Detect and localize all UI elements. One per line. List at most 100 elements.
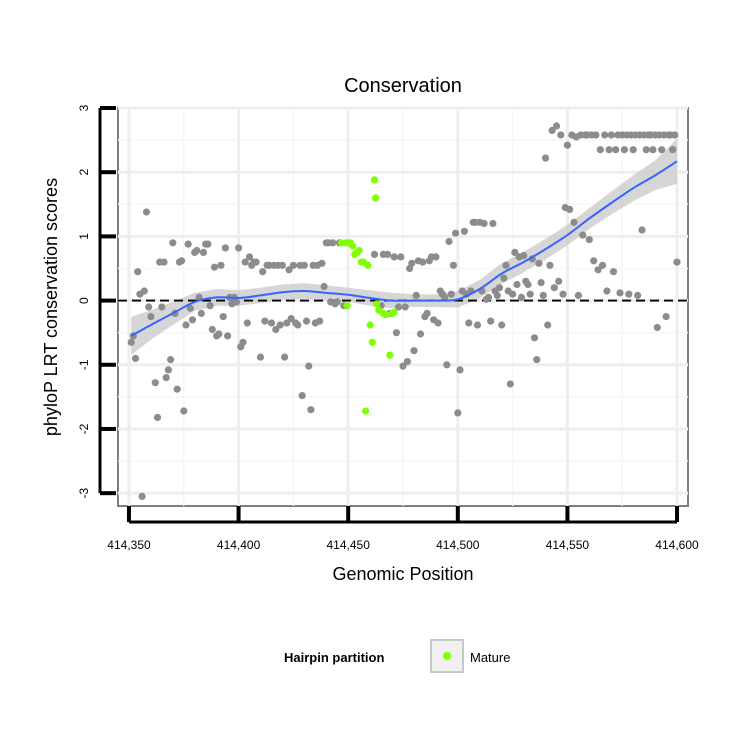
data-point-other — [592, 131, 600, 139]
data-point-other — [447, 290, 455, 298]
data-point-other — [456, 366, 464, 374]
data-point-other — [526, 290, 534, 298]
data-point-other — [138, 492, 146, 500]
data-point-other — [208, 325, 216, 334]
data-point-other — [537, 279, 545, 287]
data-point-other — [616, 289, 624, 297]
data-point-other — [241, 258, 249, 266]
data-point-other — [480, 219, 488, 228]
data-point-mature — [381, 311, 390, 319]
data-point-other — [193, 246, 201, 255]
data-point-other — [197, 309, 205, 317]
data-point-other — [579, 231, 587, 239]
data-point-other — [513, 280, 521, 289]
data-point-other — [245, 253, 254, 261]
y-tick-label: 3 — [77, 104, 91, 111]
data-point-mature — [372, 194, 380, 202]
data-point-other — [511, 248, 519, 256]
data-point-other — [432, 253, 440, 261]
data-point-other — [629, 146, 637, 154]
data-point-mature — [349, 242, 357, 250]
data-point-other — [535, 259, 543, 267]
data-point-other — [550, 284, 558, 292]
y-tick-label: 2 — [77, 169, 91, 176]
data-point-other — [134, 268, 142, 276]
data-point-mature — [366, 321, 374, 329]
data-point-other — [390, 253, 398, 261]
data-point-other — [184, 240, 192, 248]
data-point-other — [384, 250, 392, 258]
data-point-other — [140, 287, 148, 295]
data-point-other — [634, 291, 642, 299]
data-point-other — [502, 261, 510, 269]
data-point-other — [206, 302, 214, 310]
data-point-other — [131, 354, 140, 362]
data-point-mature — [370, 176, 379, 184]
data-point-other — [566, 205, 574, 213]
data-point-other — [333, 298, 341, 306]
data-point-other — [219, 313, 227, 321]
data-point-other — [603, 287, 611, 295]
y-tick-label: -2 — [77, 423, 91, 434]
data-point-other — [594, 266, 602, 274]
y-axis-title: phyloP LRT conservation scores — [41, 178, 61, 436]
data-point-mature — [364, 261, 372, 269]
data-point-other — [180, 407, 188, 415]
data-point-other — [590, 257, 598, 265]
data-point-mature — [373, 300, 381, 308]
data-point-other — [585, 236, 593, 244]
data-point-other — [520, 252, 528, 260]
data-point-other — [557, 131, 565, 139]
data-point-other — [642, 146, 650, 154]
data-point-other — [158, 303, 166, 311]
y-axis: -3 -2 -1 0 1 2 3 — [77, 104, 116, 499]
data-point-other — [669, 146, 677, 154]
data-point-mature — [368, 338, 376, 346]
chart-title: Conservation — [344, 75, 462, 97]
data-point-other — [147, 313, 155, 321]
data-point-other — [506, 380, 514, 388]
plot-panel — [117, 106, 689, 507]
data-point-other — [454, 409, 462, 417]
data-point-other — [188, 316, 197, 324]
data-point-other — [412, 291, 420, 299]
data-point-other — [552, 122, 561, 130]
data-point-other — [215, 330, 223, 338]
data-point-other — [530, 334, 539, 342]
data-point-other — [151, 379, 159, 387]
y-tick-label: 0 — [77, 297, 91, 304]
data-point-other — [508, 290, 517, 298]
data-point-other — [127, 338, 135, 346]
y-tick-label: 1 — [77, 233, 91, 240]
data-point-other — [142, 208, 151, 216]
data-point-other — [160, 258, 168, 266]
data-point-other — [489, 219, 497, 228]
data-point-other — [276, 321, 284, 329]
data-point-other — [473, 321, 482, 329]
data-point-other — [609, 268, 618, 276]
data-point-other — [267, 319, 276, 327]
x-tick-label: 414,350 — [107, 538, 151, 552]
data-point-other — [370, 250, 379, 258]
data-point-other — [307, 406, 315, 414]
data-point-other — [239, 338, 247, 346]
data-point-other — [596, 146, 604, 154]
data-point-other — [493, 291, 501, 299]
smooth-trend-line — [130, 160, 678, 337]
data-point-mature — [355, 246, 363, 255]
legend-key-mature-point — [443, 652, 451, 660]
data-point-other — [285, 266, 293, 274]
data-point-other — [574, 291, 583, 299]
data-point-other — [495, 284, 504, 292]
data-point-other — [300, 261, 308, 269]
data-point-other — [416, 330, 425, 338]
data-point-other — [252, 258, 260, 266]
legend-label-mature: Mature — [470, 650, 510, 665]
data-point-other — [169, 239, 177, 247]
data-point-other — [221, 244, 229, 252]
data-point-other — [653, 323, 661, 332]
data-point-other — [408, 259, 416, 267]
data-point-other — [673, 258, 681, 266]
data-point-other — [164, 366, 172, 374]
